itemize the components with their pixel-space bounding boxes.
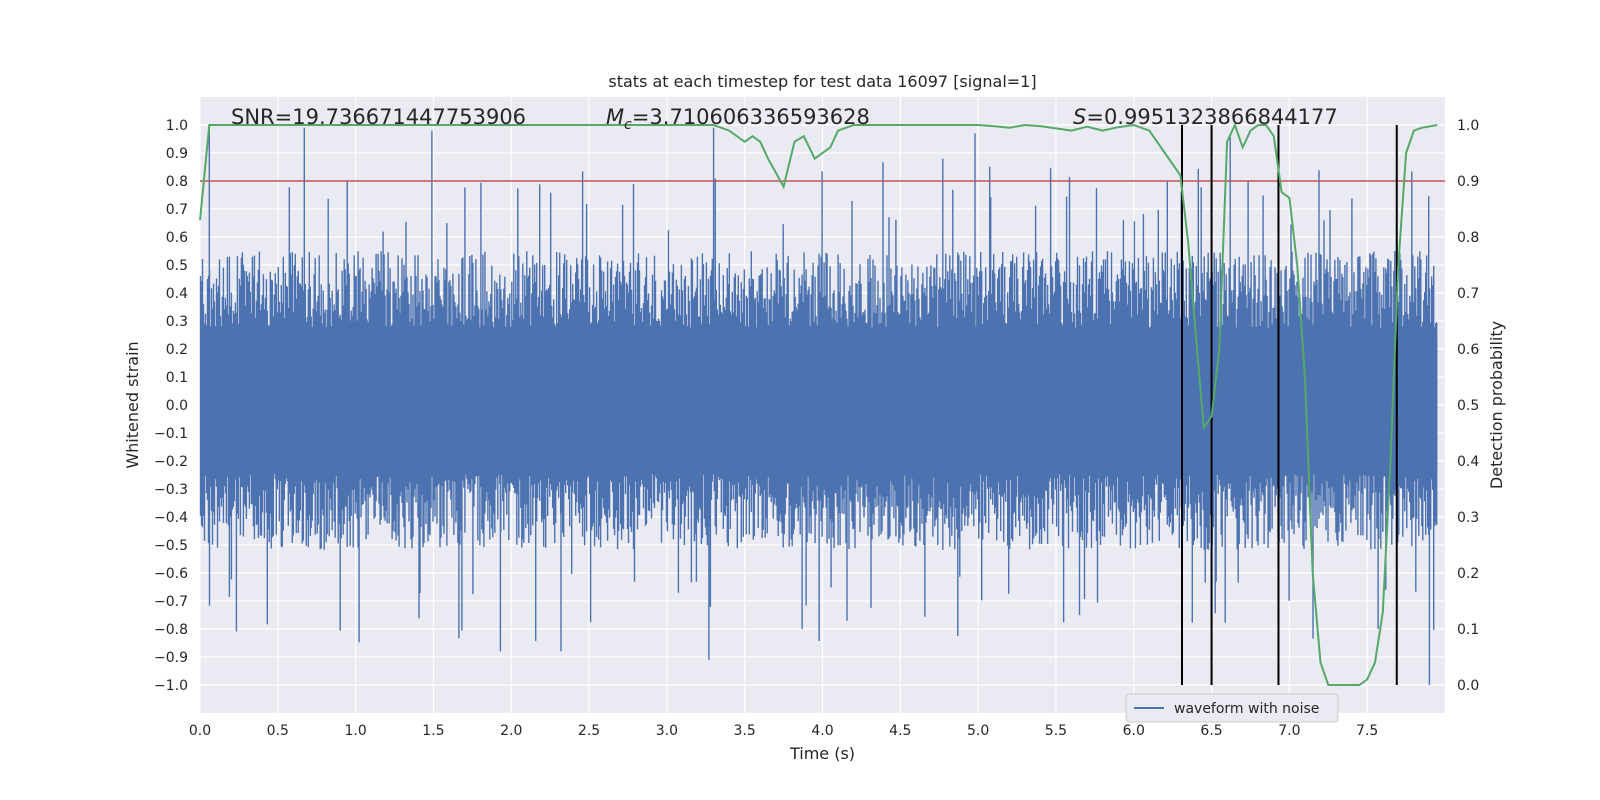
y-tick-label: 0.3 [166,314,188,330]
snr-annotation: SNR=19.736671447753906 [231,105,526,129]
y-tick-label: 0.1 [166,370,188,386]
y-axis-label: Whitened strain [123,341,142,468]
y-tick-label: −0.8 [154,622,188,638]
y-tick-label: 0.4 [166,286,188,302]
x-tick-label: 4.5 [889,723,911,739]
waveform-with-noise-series [199,125,1438,685]
statistic-symbol: S [1073,105,1086,129]
y-tick-label: 1.0 [166,118,188,134]
detection-probability-line [199,122,1438,686]
y2-tick-label: 0.3 [1457,510,1479,526]
x-tick-label: 5.0 [967,723,989,739]
y2-tick-label: 0.5 [1457,398,1479,414]
y-tick-label: 0.2 [166,342,188,358]
y-tick-label: 0.6 [166,230,188,246]
y-tick-label: −0.3 [154,482,188,498]
y2-tick-label: 0.4 [1457,454,1479,470]
y-tick-label: −0.4 [154,510,188,526]
x-tick-label: 0.0 [189,723,211,739]
y-axis-ticks: 1.0 0.9 0.8 0.7 0.6 0.5 0.4 0.3 0.2 0.1 0.0 −0.1 −0.… [154,118,188,694]
x-tick-label: 2.5 [578,723,600,739]
y2-tick-label: 0.8 [1457,230,1479,246]
y-tick-label: −0.9 [154,650,188,666]
y2-tick-label: 0.7 [1457,286,1479,302]
x-tick-label: 6.5 [1200,723,1222,739]
y2-tick-label: 0.6 [1457,342,1479,358]
chirp-mass-subscript: c [624,117,632,133]
y2-tick-label: 0.9 [1457,174,1479,190]
legend: waveform with noise [1125,693,1339,723]
y-tick-label: −1.0 [154,678,188,694]
waveform-core [200,343,1438,467]
chirp-mass-value: =3.710606336593628 [632,105,870,129]
y-tick-label: 0.9 [166,146,188,162]
y-tick-label: −0.2 [154,454,188,470]
y2-axis-label: Detection probability [1487,321,1506,489]
x-tick-label: 3.5 [734,723,756,739]
statistic-value: =0.9951323866844177 [1086,105,1337,129]
y-tick-label: −0.6 [154,566,188,582]
x-axis-ticks: 0.0 0.5 1.0 1.5 2.0 2.5 3.0 3.5 4.0 4.5 5.0 5.5 6.0 6… [189,723,1378,739]
x-tick-label: 7.0 [1278,723,1300,739]
chirp-mass-symbol: M [606,105,624,129]
x-tick-label: 1.5 [422,723,444,739]
vertical-markers [1180,125,1398,685]
y-tick-label: 0.8 [166,174,188,190]
x-tick-label: 1.0 [344,723,366,739]
x-axis-label: Time (s) [789,744,855,763]
y-tick-label: 0.5 [166,258,188,274]
y-tick-label: 0.0 [166,398,188,414]
statistic-annotation: S=0.9951323866844177 [1073,105,1338,129]
legend-entry: waveform with noise [1174,701,1319,717]
x-tick-label: 7.5 [1356,723,1378,739]
chart-title: stats at each timestep for test data 160… [608,72,1036,91]
x-tick-label: 3.0 [656,723,678,739]
x-tick-label: 5.5 [1045,723,1067,739]
y2-tick-label: 1.0 [1457,118,1479,134]
y-tick-label: −0.1 [154,426,188,442]
x-tick-label: 0.5 [267,723,289,739]
y-tick-label: −0.5 [154,538,188,554]
legend-box [1125,693,1339,723]
x-tick-label: 6.0 [1123,723,1145,739]
y2-tick-label: 0.1 [1457,622,1479,638]
y-tick-label: 0.7 [166,202,188,218]
y-tick-label: −0.7 [154,594,188,610]
y2-axis-ticks: 1.0 0.9 0.8 0.7 0.6 0.5 0.4 0.3 0.2 0.1 0.0 [1457,118,1479,694]
x-tick-label: 2.0 [500,723,522,739]
y2-tick-label: 0.0 [1457,678,1479,694]
chirp-mass-annotation: Mc=3.710606336593628 [606,105,870,133]
x-tick-label: 4.0 [811,723,833,739]
y2-tick-label: 0.2 [1457,566,1479,582]
